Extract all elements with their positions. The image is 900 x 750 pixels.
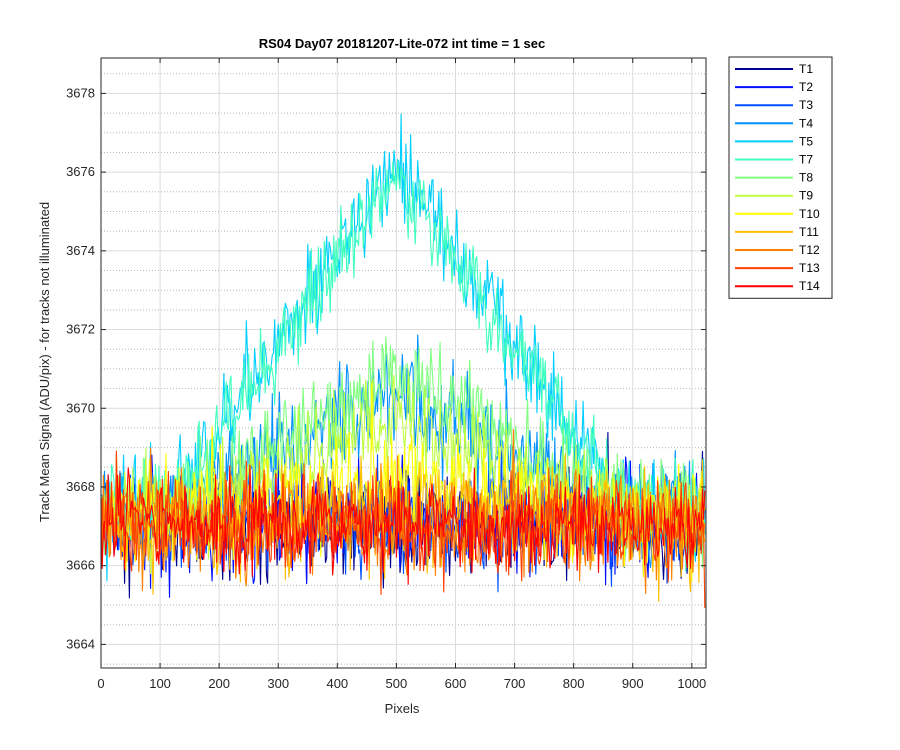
legend-label-t13[interactable]: T13	[799, 261, 820, 275]
legend-label-t14[interactable]: T14	[799, 279, 820, 293]
legend-label-t11[interactable]: T11	[799, 225, 819, 239]
x-tick-label: 300	[267, 676, 289, 691]
legend-label-t12[interactable]: T12	[799, 243, 820, 257]
x-tick-label: 1000	[677, 676, 706, 691]
legend-label-t10[interactable]: T10	[799, 207, 820, 221]
y-tick-label: 3672	[66, 322, 95, 337]
y-tick-label: 3674	[66, 243, 95, 258]
legend-label-t1[interactable]: T1	[799, 62, 813, 76]
y-tick-label: 3664	[66, 636, 95, 651]
y-tick-label: 3678	[66, 85, 95, 100]
y-tick-label: 3670	[66, 400, 95, 415]
x-tick-label: 800	[563, 676, 585, 691]
series-line-t11	[101, 453, 706, 602]
legend-label-t2[interactable]: T2	[799, 80, 813, 94]
x-tick-label: 500	[386, 676, 408, 691]
x-tick-label: 700	[504, 676, 526, 691]
axis-ticks: 0 100 200 300 400 500 600 700 800 900 1000 3664 3666…	[66, 58, 706, 691]
legend-label-t8[interactable]: T8	[799, 171, 813, 185]
series-lines	[101, 113, 706, 608]
x-tick-label: 0	[97, 676, 104, 691]
legend-label-t3[interactable]: T3	[799, 98, 813, 112]
legend-label-t7[interactable]: T7	[799, 153, 813, 167]
y-tick-label: 3666	[66, 558, 95, 573]
legend-label-t9[interactable]: T9	[799, 189, 813, 203]
plot-frame	[100, 57, 707, 669]
legend-label-t4[interactable]: T4	[799, 116, 813, 130]
x-axis-label: Pixels	[385, 701, 420, 716]
x-tick-label: 900	[622, 676, 644, 691]
legend[interactable]: T1 T2 T3 T4 T5 T7 T8 T9 T10 T11 T12 T13 T14	[728, 56, 833, 299]
x-tick-label: 400	[326, 676, 348, 691]
x-tick-label: 100	[149, 676, 171, 691]
chart-title: RS04 Day07 20181207-Lite-072 int time = …	[259, 36, 546, 51]
y-tick-label: 3676	[66, 164, 95, 179]
x-tick-label: 200	[208, 676, 230, 691]
series-line-t14	[101, 464, 706, 585]
y-tick-label: 3668	[66, 479, 95, 494]
x-tick-label: 600	[445, 676, 467, 691]
y-axis-label: Track Mean Signal (ADU/pix) - for tracks…	[37, 202, 52, 522]
legend-label-t5[interactable]: T5	[799, 134, 813, 148]
